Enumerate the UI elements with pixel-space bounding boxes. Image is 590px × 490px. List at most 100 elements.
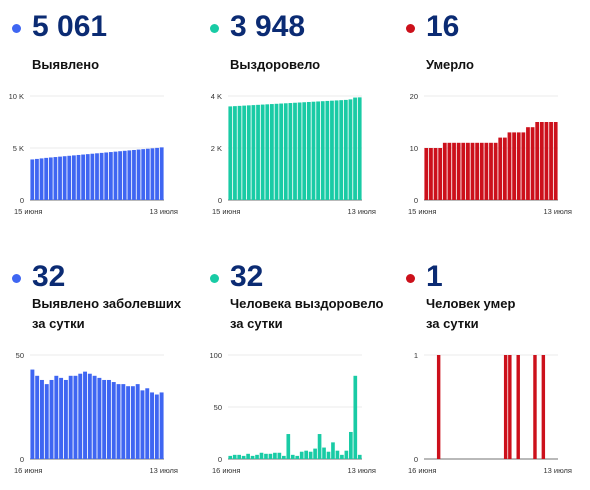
bar (470, 142, 475, 200)
bar (90, 153, 95, 200)
stat-panel: 3 948 Выздоровело 0 2 K 4 K 15 июня 13 июля (198, 0, 394, 240)
bar (353, 97, 357, 200)
bullet-icon (406, 274, 415, 283)
bar (353, 375, 358, 459)
bar (493, 142, 498, 200)
x-tick-label: 13 июля (347, 466, 376, 475)
bar (78, 373, 83, 459)
bullet-icon (210, 274, 219, 283)
bullet-icon (12, 274, 21, 283)
bar (40, 379, 44, 459)
bar (265, 104, 270, 200)
bar (521, 132, 526, 200)
bar-chart: 0 2 K 4 K 15 июня 13 июля (211, 92, 376, 216)
bar (334, 100, 339, 200)
bar (349, 431, 353, 459)
bar (438, 148, 443, 200)
bar (461, 142, 466, 200)
bar (251, 105, 256, 200)
x-tick-label: 13 июля (149, 466, 178, 475)
bar (59, 377, 64, 459)
bar (290, 454, 295, 459)
bar-chart: 0 50 16 июня 13 июля (14, 351, 178, 475)
bar (145, 148, 150, 200)
bar (58, 156, 62, 200)
bar (39, 158, 44, 200)
bar (264, 453, 268, 459)
bar (81, 154, 86, 200)
x-tick-label: 16 июня (408, 466, 436, 475)
bar (503, 355, 508, 459)
y-tick-label: 50 (16, 351, 24, 360)
bar (302, 102, 307, 200)
y-tick-label: 0 (218, 196, 222, 205)
bar (348, 99, 353, 200)
bar (83, 371, 87, 459)
bar (92, 375, 97, 459)
bar (273, 452, 277, 459)
bar (475, 142, 480, 200)
bar (357, 454, 362, 459)
bar (256, 104, 260, 200)
bar (339, 100, 344, 200)
y-tick-label: 0 (218, 455, 222, 464)
bar (232, 454, 237, 459)
stat-panel: 32 Выявлено заболевших за сутки 0 50 16 июня 1… (0, 250, 196, 490)
bar (340, 454, 344, 459)
bar (118, 151, 122, 200)
bar (126, 386, 131, 459)
bar (479, 142, 484, 200)
x-tick-label: 16 июня (212, 466, 240, 475)
bar (72, 155, 76, 200)
x-tick-label: 13 июля (149, 207, 178, 216)
bar (277, 452, 282, 459)
bar (132, 149, 136, 200)
bar (286, 434, 291, 459)
bar-chart: 0 5 K 10 K 15 июня 13 июля (9, 92, 178, 216)
bar (433, 148, 438, 200)
bar (330, 100, 334, 200)
y-tick-label: 1 (414, 351, 418, 360)
bar (73, 375, 78, 459)
bar (35, 375, 40, 459)
stat-label: Выздоровело (230, 57, 321, 72)
bar (141, 149, 146, 200)
x-tick-label: 13 июля (347, 207, 376, 216)
bar (283, 103, 288, 200)
bar (102, 379, 107, 459)
bar (127, 150, 132, 200)
bar (452, 142, 456, 200)
bar (237, 454, 241, 459)
bar (107, 379, 111, 459)
x-tick-label: 15 июня (212, 207, 240, 216)
bar (308, 451, 313, 459)
bar (228, 455, 233, 459)
stat-value: 16 (426, 10, 460, 43)
y-tick-label: 100 (209, 351, 222, 360)
bar (424, 148, 429, 200)
bar-chart: 0 1 16 июня 13 июля (408, 351, 572, 475)
bar (325, 100, 330, 200)
bar (30, 369, 35, 459)
bar (344, 450, 349, 459)
stat-value: 1 (426, 260, 443, 293)
bar (516, 355, 520, 459)
bar (489, 142, 493, 200)
bar (507, 132, 512, 200)
y-tick-label: 0 (20, 455, 24, 464)
bar (512, 132, 516, 200)
bar-chart: 0 10 20 15 июня 13 июля (408, 92, 572, 216)
bar (288, 103, 293, 200)
stat-value: 5 061 (32, 10, 108, 43)
bar (306, 101, 311, 200)
stat-label: Выявлено заболевших (32, 296, 182, 311)
bar-chart: 0 50 100 16 июня 13 июля (209, 351, 376, 475)
y-tick-label: 10 K (9, 92, 24, 101)
bar (335, 450, 340, 459)
stat-label: за сутки (230, 316, 283, 331)
bar (260, 104, 265, 200)
bar (255, 454, 259, 459)
bar (76, 154, 81, 200)
stat-label: Человека выздоровело (230, 296, 384, 311)
bar (237, 105, 242, 200)
